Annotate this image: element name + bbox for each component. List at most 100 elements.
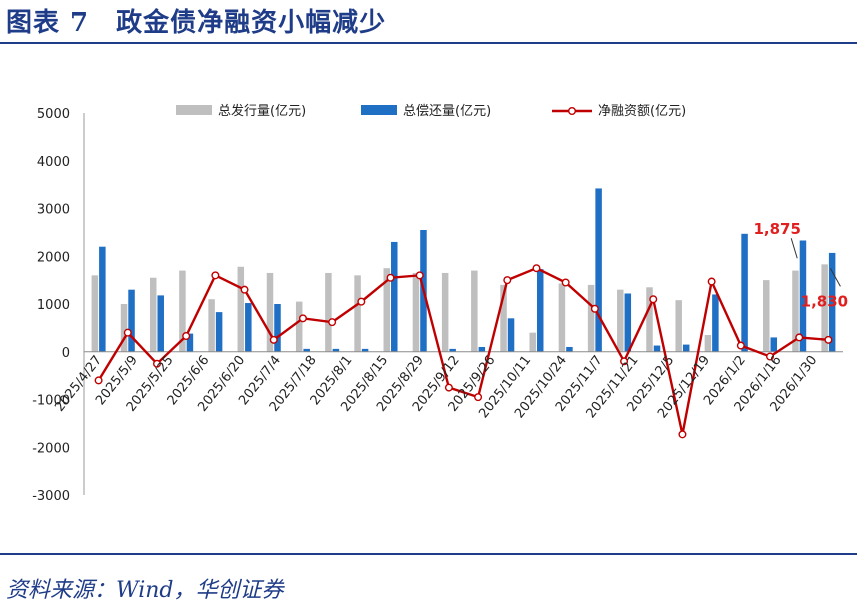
repay-bar bbox=[828, 252, 836, 352]
repay-bar bbox=[332, 348, 340, 352]
net-financing-marker bbox=[94, 376, 103, 385]
title-bar: 图表 7 政金债净融资小幅减少 bbox=[0, 0, 857, 42]
net-financing-marker bbox=[649, 295, 658, 304]
issue-bar bbox=[441, 272, 449, 352]
repay-bar bbox=[741, 233, 748, 352]
annotation-label-1: 1,875 bbox=[753, 220, 800, 238]
net-financing-marker bbox=[736, 341, 745, 350]
net-financing-marker bbox=[444, 383, 453, 392]
net-financing-marker bbox=[590, 304, 599, 313]
repay-bar bbox=[536, 269, 544, 352]
legend-label-issue: 总发行量(亿元) bbox=[218, 103, 306, 119]
legend-swatch-issue bbox=[176, 105, 212, 115]
y-tick-label: 4000 bbox=[37, 155, 70, 170]
repay-bar bbox=[361, 348, 369, 352]
repay-bar bbox=[274, 304, 281, 352]
issue-bar bbox=[412, 272, 420, 352]
title-rule bbox=[0, 42, 857, 44]
net-financing-marker bbox=[766, 352, 775, 361]
repay-bar bbox=[770, 337, 778, 352]
net-financing-marker bbox=[503, 276, 512, 285]
legend-marker-net bbox=[568, 106, 577, 115]
repay-bar bbox=[303, 348, 310, 352]
repay-bar bbox=[653, 345, 661, 352]
net-financing-marker bbox=[386, 273, 395, 282]
footer-rule bbox=[0, 553, 857, 555]
issue-bar bbox=[91, 275, 99, 352]
y-tick-label: 2000 bbox=[37, 250, 70, 265]
issue-bar bbox=[383, 268, 391, 352]
net-financing-marker bbox=[328, 318, 337, 327]
issue-bar bbox=[821, 264, 828, 352]
issue-bar bbox=[208, 299, 215, 352]
net-financing-marker bbox=[415, 271, 424, 280]
issue-bar bbox=[354, 275, 361, 352]
issue-bar bbox=[704, 335, 712, 352]
issue-bar bbox=[266, 272, 274, 352]
issue-bar bbox=[179, 270, 186, 352]
repay-bar bbox=[595, 188, 602, 352]
page-title: 图表 7 政金债净融资小幅减少 bbox=[6, 8, 387, 38]
repay-bar bbox=[128, 289, 135, 352]
source-note: 资料来源：Wind，华创证券 bbox=[6, 578, 284, 603]
repay-bar bbox=[566, 346, 573, 352]
repay-bar bbox=[682, 344, 690, 352]
issue-bar bbox=[120, 304, 128, 352]
net-financing-marker bbox=[269, 335, 278, 344]
issue-bar bbox=[529, 332, 536, 352]
issue-bar bbox=[325, 272, 332, 352]
net-financing-marker bbox=[474, 393, 483, 402]
annotation-leader-2 bbox=[829, 268, 841, 287]
issue-bar bbox=[675, 300, 682, 352]
y-tick-label: -2000 bbox=[32, 441, 70, 456]
issue-bar bbox=[792, 270, 799, 352]
issue-bar bbox=[237, 266, 245, 352]
y-tick-label: 0 bbox=[62, 346, 70, 361]
net-financing-marker bbox=[298, 314, 307, 323]
repay-bar bbox=[507, 318, 515, 352]
annotation-label-2: 1,830 bbox=[801, 292, 848, 310]
net-financing-line bbox=[97, 266, 829, 435]
net-financing-marker bbox=[795, 333, 804, 342]
net-financing-marker bbox=[561, 278, 570, 287]
issue-bar bbox=[295, 301, 303, 352]
y-tick-label: 3000 bbox=[37, 203, 70, 218]
repay-bar bbox=[712, 294, 719, 352]
y-tick-label: 5000 bbox=[37, 107, 70, 122]
net-financing-marker bbox=[824, 335, 833, 344]
issue-bar bbox=[471, 270, 478, 352]
issue-bar bbox=[500, 284, 507, 352]
repay-bar bbox=[157, 295, 164, 352]
issue-bar bbox=[617, 289, 624, 352]
issue-bar bbox=[149, 277, 157, 352]
repay-bar bbox=[478, 346, 486, 352]
net-financing-marker bbox=[182, 331, 191, 340]
repay-bar bbox=[99, 246, 106, 352]
issue-bar bbox=[763, 280, 770, 352]
net-financing-marker bbox=[211, 271, 220, 280]
y-tick-label: 1000 bbox=[37, 298, 70, 313]
repay-bar bbox=[391, 241, 398, 352]
net-financing-marker bbox=[620, 357, 629, 366]
repay-bar bbox=[799, 240, 807, 352]
repay-bar bbox=[186, 333, 194, 352]
legend-label-repay: 总偿还量(亿元) bbox=[403, 104, 491, 119]
annotation-leader-1 bbox=[790, 238, 798, 259]
legend-label-net: 净融资额(亿元) bbox=[598, 104, 686, 119]
repay-bar bbox=[624, 293, 632, 352]
issue-bar bbox=[587, 284, 595, 352]
net-financing-marker bbox=[532, 264, 541, 273]
repay-bar bbox=[245, 303, 252, 352]
net-financing-marker bbox=[123, 328, 132, 337]
y-tick-label: -3000 bbox=[32, 489, 70, 504]
repay-bar bbox=[215, 312, 223, 352]
y-tick-label: -1000 bbox=[32, 394, 70, 409]
repay-bar bbox=[449, 348, 456, 352]
issue-bar bbox=[646, 287, 653, 352]
net-financing-marker bbox=[240, 285, 249, 294]
net-financing-marker bbox=[357, 297, 366, 306]
issue-bar bbox=[558, 283, 566, 352]
net-financing-marker bbox=[152, 359, 161, 368]
net-financing-marker bbox=[707, 277, 716, 286]
